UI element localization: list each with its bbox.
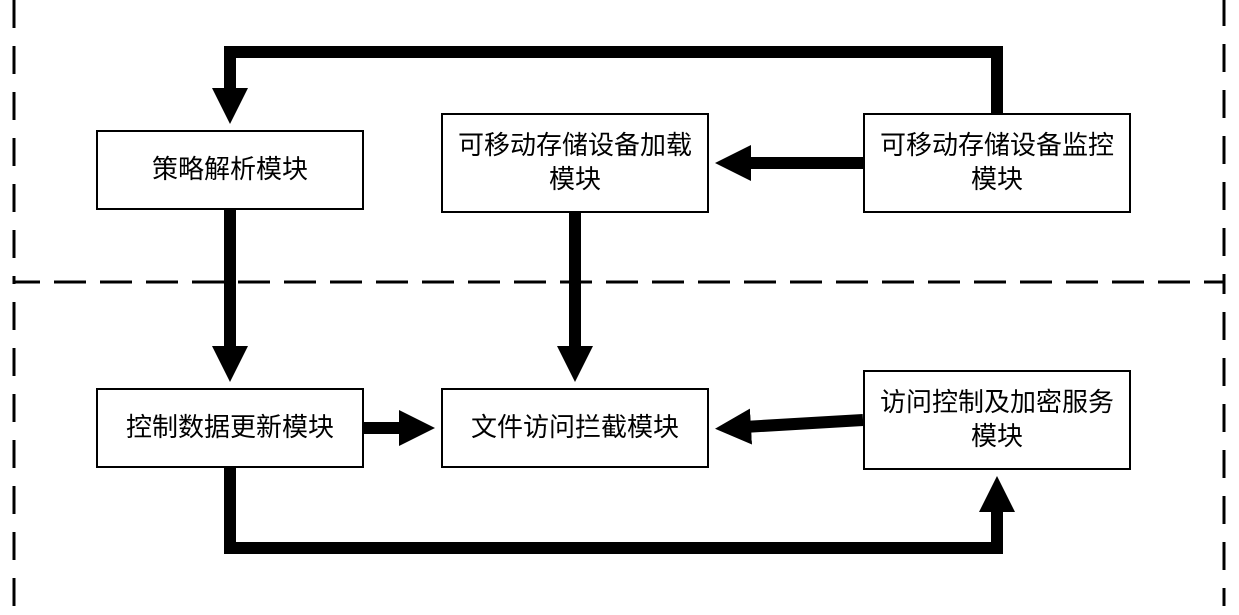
node-device-load: 可移动存储设备加载模块: [441, 113, 709, 213]
node-file-intercept: 文件访问拦截模块: [441, 388, 709, 468]
node-label: 访问控制及加密服务模块: [869, 386, 1125, 454]
arrow: [727, 420, 863, 428]
arrow: [230, 468, 997, 548]
node-policy-parse: 策略解析模块: [96, 130, 364, 210]
arrow: [230, 52, 997, 113]
node-label: 策略解析模块: [152, 153, 308, 187]
node-label: 可移动存储设备监控模块: [869, 129, 1125, 197]
arrows-overlay: [0, 0, 1239, 615]
node-access-encrypt: 访问控制及加密服务模块: [863, 370, 1131, 470]
node-label: 可移动存储设备加载模块: [447, 129, 703, 197]
node-device-monitor: 可移动存储设备监控模块: [863, 113, 1131, 213]
flowchart-diagram: 策略解析模块 可移动存储设备加载模块 可移动存储设备监控模块 控制数据更新模块 …: [0, 0, 1239, 615]
node-control-update: 控制数据更新模块: [96, 388, 364, 468]
node-label: 文件访问拦截模块: [471, 411, 679, 445]
node-label: 控制数据更新模块: [126, 411, 334, 445]
